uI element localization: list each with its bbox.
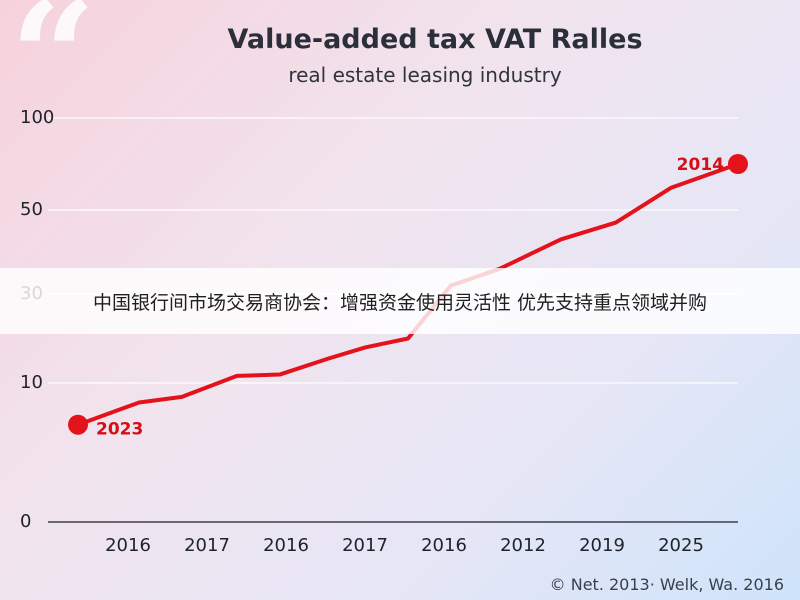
x-tick-label: 2016 (421, 535, 467, 556)
chart-title: Value-added tax VAT Ralles (227, 24, 643, 55)
source-credit: © Net. 2013· Welk, Wa. 2016 (549, 575, 784, 594)
chart-subtitle: real estate leasing industry (288, 63, 562, 87)
y-tick-label: 10 (20, 372, 43, 393)
x-tick-label: 2016 (263, 535, 309, 556)
endpoint-marker (68, 414, 88, 435)
x-tick-label: 2016 (105, 535, 151, 556)
y-tick-label: 50 (20, 199, 43, 220)
y-tick-label: 0 (20, 511, 31, 532)
x-tick-label: 2017 (184, 535, 230, 556)
endpoint-marker (728, 154, 748, 174)
x-tick-label: 2017 (342, 535, 388, 556)
x-tick-label: 2012 (500, 535, 546, 556)
x-tick-label: 2025 (658, 535, 704, 556)
series-line (76, 162, 740, 427)
news-headline-banner: 中国银行间市场交易商协会：增强资金使用灵活性 优先支持重点领域并购 (0, 268, 800, 334)
data-label: 2014 (677, 155, 724, 175)
x-tick-label: 2019 (579, 535, 625, 556)
y-tick-label: 100 (20, 107, 54, 128)
data-label: 2023 (96, 420, 143, 440)
quote-mark-icon: “ (10, 0, 97, 145)
news-headline-text: 中国银行间市场交易商协会：增强资金使用灵活性 优先支持重点领域并购 (92, 291, 708, 314)
